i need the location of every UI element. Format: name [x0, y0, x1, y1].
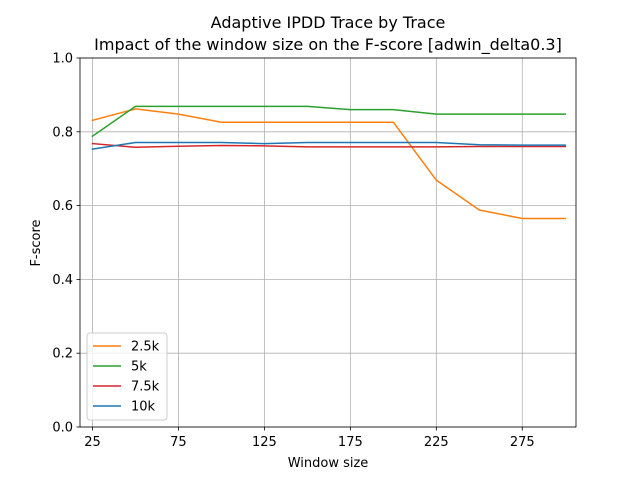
y-axis-label: F-score	[29, 219, 44, 266]
series-lines	[91, 105, 566, 220]
legend-box	[86, 332, 168, 421]
x-tick-label: 175	[338, 435, 363, 450]
series-line-10k	[91, 141, 566, 150]
y-tick-label: 0.2	[52, 347, 73, 362]
legend-label: 2.5k	[131, 340, 160, 355]
x-tick-label: 25	[84, 435, 101, 450]
series-line-2-5k	[91, 108, 566, 220]
y-tick-label: 0.0	[52, 421, 73, 436]
x-tick-label: 275	[510, 435, 535, 450]
y-tick-label: 0.4	[52, 273, 73, 288]
legend-label: 7.5k	[131, 380, 160, 395]
legend: 2.5k 5k 7.5k 10k	[86, 332, 168, 421]
y-tick-label: 1.0	[52, 52, 73, 67]
chart-subtitle: Impact of the window size on the F-score…	[94, 35, 562, 55]
y-tick-label: 0.6	[52, 199, 73, 214]
y-tick-label: 0.8	[52, 125, 73, 140]
axes-frame	[79, 57, 577, 428]
x-tick-label: 225	[424, 435, 449, 450]
legend-label: 5k	[131, 360, 147, 375]
series-line-5k	[91, 105, 566, 138]
axis-ticks: 25 75 125 175 225 275 0.0 0.2 0.4 0.6 0.8 1.0	[52, 52, 534, 451]
x-tick-label: 75	[170, 435, 187, 450]
series-line-7-5k	[91, 142, 566, 149]
x-axis-label: Window size	[288, 456, 369, 471]
x-tick-label: 125	[252, 435, 277, 450]
legend-label: 10k	[131, 400, 156, 415]
chart-title: Adaptive IPDD Trace by Trace	[211, 13, 446, 32]
